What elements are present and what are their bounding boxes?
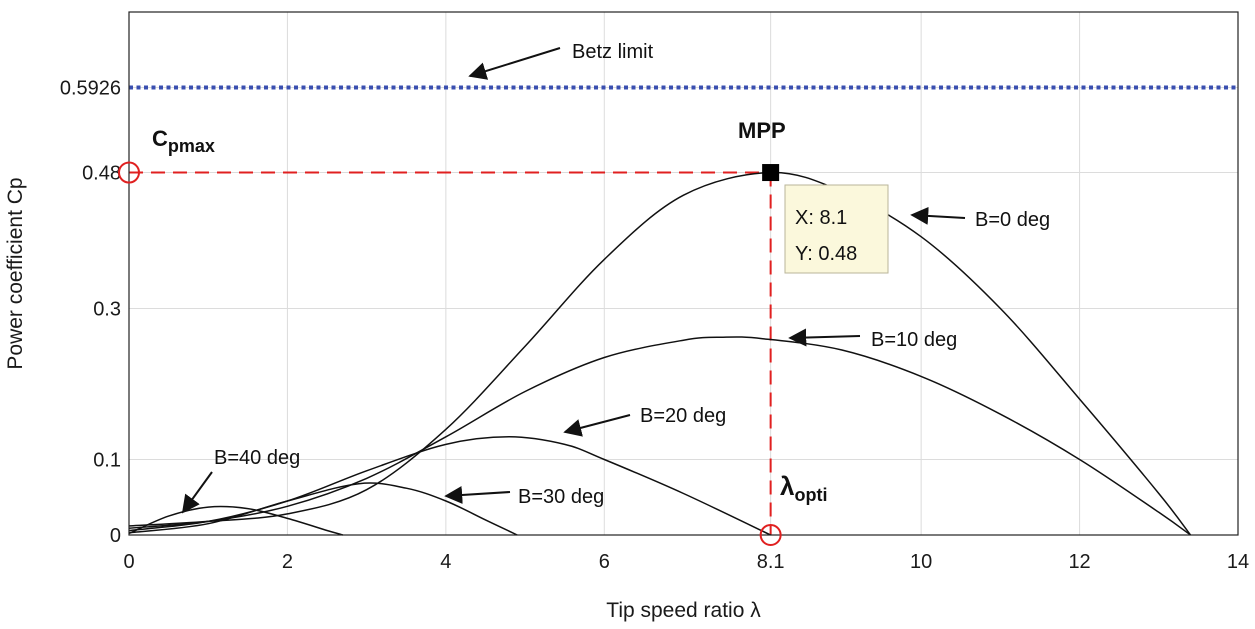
series-layer: [128, 171, 1192, 536]
y-tick-label-2: 0.3: [93, 298, 121, 320]
series-label-3: B=30 deg: [518, 486, 604, 508]
lambda-opti-sub: opti: [794, 485, 827, 505]
b40-arrow: [181, 471, 213, 514]
y-tick-label-0: 0: [110, 525, 121, 547]
datatip-box: [784, 184, 889, 274]
b30-arrow: [444, 486, 511, 504]
b10-arrow: [788, 328, 861, 347]
betz-limit-label: Betz limit: [572, 41, 654, 63]
b0-arrow: [910, 206, 966, 225]
x-tick-label-3: 6: [599, 551, 610, 573]
x-tick-label-1: 2: [282, 551, 293, 573]
y-tick-label-1: 0.1: [93, 449, 121, 471]
series-label-4: B=40 deg: [214, 447, 300, 469]
y-tick-label-3: 0.48: [82, 163, 121, 185]
y-tick-label-4: 0.5926: [60, 78, 121, 100]
x-tick-label-2: 4: [440, 551, 451, 573]
annotation-layer: B=0 deg B=10 deg B=20 deg B=30 deg B=40 deg: [181, 47, 1050, 514]
series-label-1: B=10 deg: [871, 329, 957, 351]
mpp-guide-lines: [129, 171, 772, 535]
lambda-opti-label: λopti: [780, 471, 827, 505]
series-line-4: [128, 505, 344, 536]
x-tick-label-5: 10: [910, 551, 932, 573]
series-label-0: B=0 deg: [975, 209, 1050, 231]
x-tick-label-7: 14: [1227, 551, 1249, 573]
series-line-3: [128, 482, 518, 536]
y-axis-label: Power coefficient Cp: [4, 177, 27, 369]
x-tick-label-0: 0: [123, 551, 134, 573]
series-line-0: [128, 171, 1192, 536]
x-axis-label: Tip speed ratio λ: [606, 599, 761, 622]
x-tick-label-6: 12: [1068, 551, 1090, 573]
cpmax-label: Cpmax: [152, 126, 215, 156]
tick-labels: 0 2 4 6 8.1 10 12 14 0 0.1 0.3 0.48 0.5926: [60, 78, 1249, 573]
markers-layer: [118, 161, 782, 546]
x-tick-label-4: 8.1: [757, 551, 785, 573]
plot-frame: [128, 11, 1239, 536]
cpmax-label-main: C: [152, 126, 168, 151]
mpp-square-marker: [762, 164, 780, 182]
cpmax-label-sub: pmax: [168, 136, 215, 156]
lambda-opti-circle-marker: [759, 524, 782, 546]
mpp-label: MPP: [738, 118, 786, 143]
mpp-datatip: X: 8.1 Y: 0.48: [784, 184, 889, 274]
betz-arrow: [468, 47, 561, 80]
series-line-1: [128, 336, 1191, 536]
datatip-x: X: 8.1: [795, 207, 847, 229]
series-label-2: B=20 deg: [640, 405, 726, 427]
datatip-y: Y: 0.48: [795, 243, 857, 265]
cpmax-circle-marker: [118, 161, 140, 184]
b20-arrow: [563, 414, 631, 437]
lambda-opti-main: λ: [780, 471, 795, 501]
